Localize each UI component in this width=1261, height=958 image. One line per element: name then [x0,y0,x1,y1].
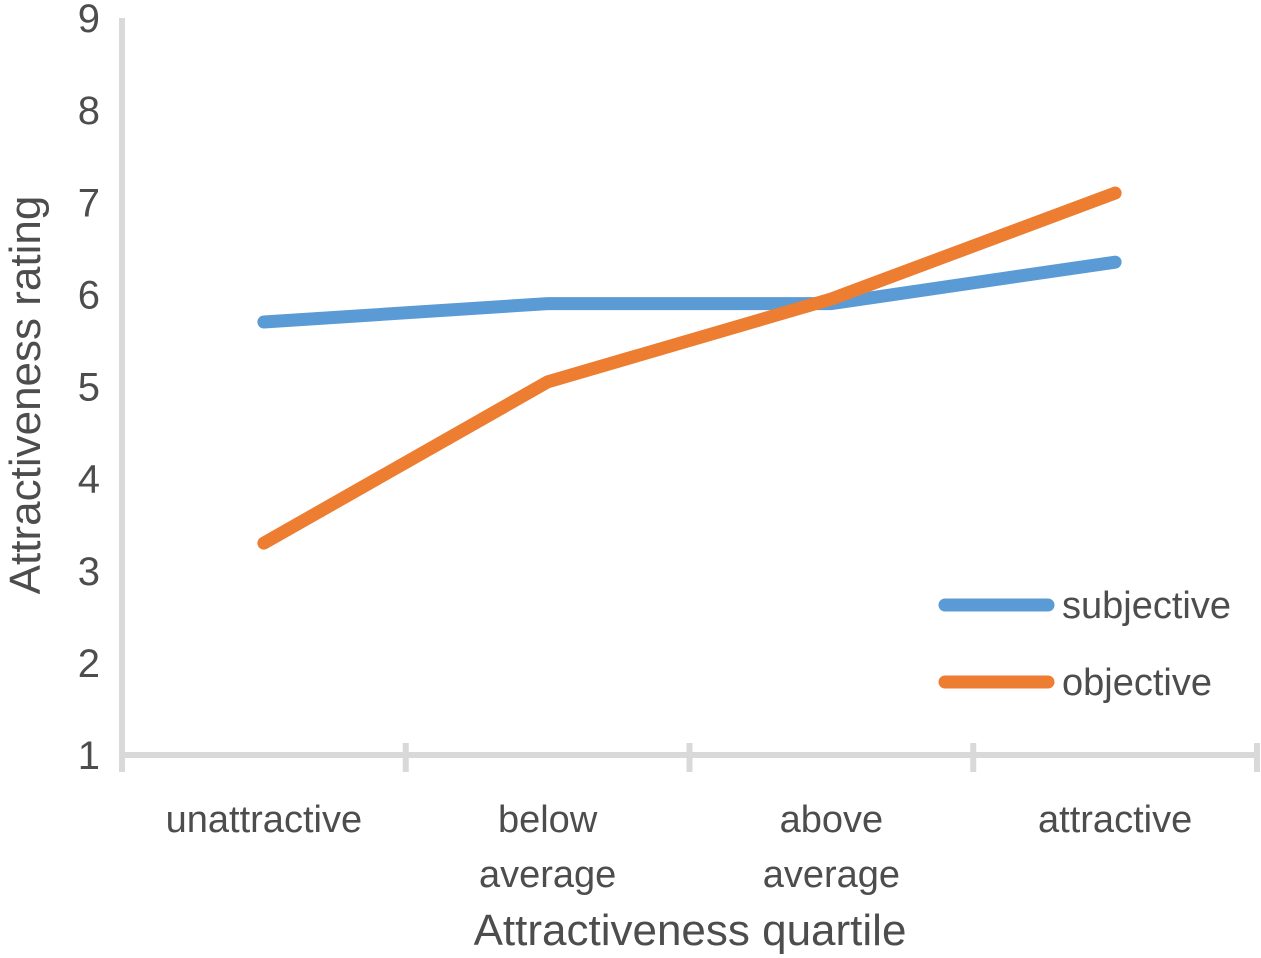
series-line-objective [257,186,1122,550]
y-tick-label: 4 [78,458,100,502]
x-axis-title: Attractiveness quartile [474,906,907,955]
y-tick-label: 1 [78,734,100,778]
x-tick-label: unattractive [166,799,362,841]
y-axis-tick-labels: 1 2 3 4 5 6 7 8 9 [78,0,100,778]
x-tick-label: above average [763,799,900,896]
legend-label-subjective: subjective [1062,585,1231,627]
x-tick-label: below average [479,799,616,896]
legend: subjective objective [938,585,1231,704]
series-line-subjective [257,255,1122,329]
axes [119,18,1260,772]
y-tick-label: 8 [78,89,100,133]
y-tick-label: 5 [78,366,100,410]
x-tick-label: attractive [1038,799,1192,841]
y-tick-label: 2 [78,642,100,686]
y-axis-title: Attractiveness rating [1,196,50,595]
x-axis-tick-labels: unattractive below average above average attr… [166,799,1193,896]
y-tick-label: 7 [78,181,100,225]
legend-label-objective: objective [1062,662,1212,704]
y-tick-label: 3 [78,550,100,594]
y-tick-label: 6 [78,273,100,317]
y-tick-label: 9 [78,0,100,41]
series-lines [257,186,1122,550]
